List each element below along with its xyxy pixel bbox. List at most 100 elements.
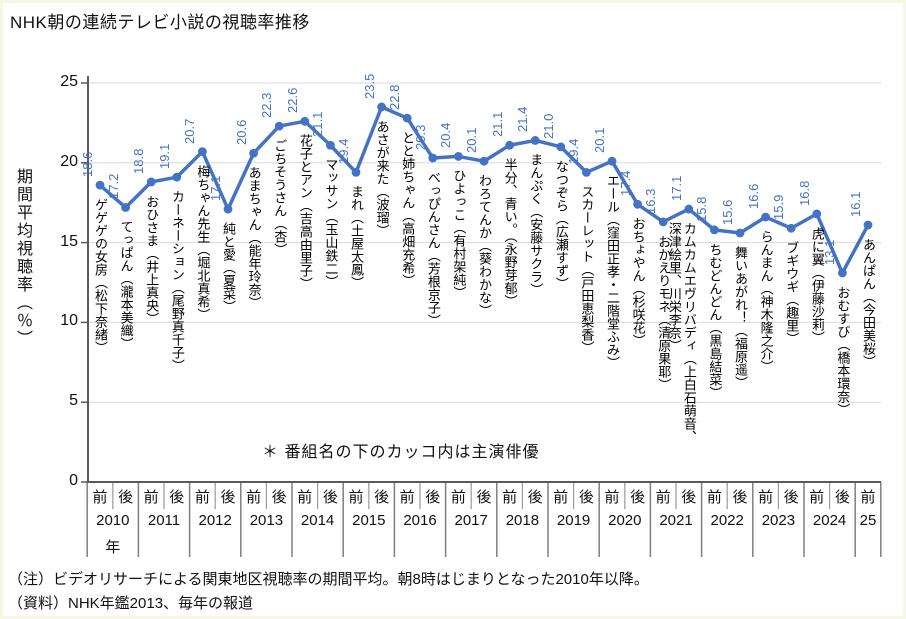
- value-label: 18.8: [131, 148, 147, 174]
- y-tick-label: 0: [69, 472, 78, 489]
- data-point-marker: [377, 102, 386, 112]
- year-label: 2015: [352, 512, 386, 529]
- show-name-label: 花子とアン（吉高由里子）: [297, 134, 313, 291]
- show-name-label: 純と愛（夏菜）: [221, 222, 236, 314]
- half-year-label: 前: [297, 489, 313, 506]
- year-label: 2024: [812, 512, 847, 529]
- show-name-label: てっぱん（瀧本美織）: [118, 220, 134, 351]
- show-name-label: あさが来た（波瑠）: [374, 119, 390, 237]
- year-label: 2014: [300, 512, 335, 529]
- value-label: 19.4: [566, 139, 582, 165]
- half-year-label: 後: [271, 489, 287, 506]
- show-name-label: ごちそうさん（杏）: [272, 139, 288, 257]
- data-point-marker: [684, 204, 694, 214]
- show-name-label: おかえりモネ（清原果耶）: [656, 234, 672, 391]
- value-label: 21.1: [310, 111, 326, 138]
- half-year-label: 前: [246, 489, 262, 506]
- y-tick-label: 15: [60, 232, 78, 250]
- y-axis-title: 期間平均視聴率（％）: [14, 168, 31, 348]
- data-point-marker: [172, 172, 182, 182]
- show-name-label: ひよっこ（有村架純）: [451, 169, 467, 300]
- half-year-label: 前: [92, 489, 108, 506]
- value-label: 16.6: [745, 183, 761, 210]
- year-label: 2017: [454, 512, 488, 529]
- half-year-label: 後: [169, 489, 185, 506]
- data-point-marker: [761, 212, 770, 222]
- data-point-marker: [710, 225, 719, 235]
- half-year-label: 後: [322, 489, 338, 506]
- show-name-label: マッサン（玉山鉄二）: [323, 158, 339, 289]
- value-label: 20.3: [412, 124, 428, 150]
- half-year-label: 後: [681, 489, 697, 506]
- half-year-label: 前: [194, 489, 210, 506]
- value-label: 15.6: [720, 199, 735, 226]
- show-name-label: べっぴんさん（芳根京子）: [425, 171, 441, 327]
- data-point-marker: [198, 147, 207, 157]
- data-point-marker: [249, 148, 258, 158]
- annotation-footnote: ＊ 番組名の下のカッコ内は主演俳優: [262, 444, 540, 461]
- half-year-label: 前: [348, 489, 364, 506]
- half-year-label: 後: [425, 489, 441, 506]
- data-point-marker: [223, 204, 233, 214]
- half-year-label: 前: [143, 489, 159, 506]
- value-label: 21.0: [540, 113, 556, 139]
- year-label: 25: [859, 512, 877, 529]
- year-label: 2021: [659, 512, 693, 529]
- show-name-label: まれ（土屋太鳳）: [349, 185, 364, 290]
- half-year-label: 前: [502, 489, 518, 506]
- half-year-label: 前: [706, 489, 722, 506]
- show-name-label: おちょやん（杉咲花）: [630, 217, 646, 348]
- show-name-label: 半分、青い。（永野芽郁）: [502, 158, 518, 308]
- y-tick-label: 25: [60, 73, 78, 90]
- year-label: 2023: [761, 512, 796, 529]
- half-year-label: 後: [834, 489, 850, 506]
- y-tick-label: 10: [60, 312, 78, 330]
- half-year-label: 前: [860, 489, 876, 506]
- data-point-marker: [428, 153, 438, 163]
- year-label: 2016: [403, 512, 437, 529]
- show-name-label: エール（窪田正孝・二階堂ふみ）: [605, 174, 620, 370]
- show-name-label: スカーレット（戸田恵梨香）: [579, 185, 595, 355]
- value-label: 20.4: [438, 123, 454, 149]
- show-name-label: まんぷく（安藤サクラ）: [528, 153, 544, 297]
- y-tick-label: 20: [60, 152, 78, 170]
- half-year-label: 前: [553, 489, 569, 506]
- half-year-label: 前: [604, 489, 620, 506]
- show-name-label: 虎に翼（伊藤沙莉）: [809, 226, 825, 344]
- data-point-marker: [300, 116, 310, 126]
- value-label: 16.3: [643, 188, 659, 214]
- data-point-marker: [351, 167, 361, 177]
- value-label: 13.1: [822, 239, 838, 265]
- value-label: 20.6: [233, 119, 249, 146]
- show-name-label: おむすび（橋本環奈）: [835, 285, 851, 416]
- source-note-1: （注）ビデオリサーチによる関東地区視聴率の期間平均。朝8時はじまりとなった201…: [8, 571, 649, 588]
- value-label: 20.1: [464, 127, 479, 154]
- half-year-label: 後: [374, 489, 390, 506]
- data-point-marker: [633, 199, 642, 209]
- data-point-marker: [479, 156, 489, 166]
- half-year-label: 前: [809, 489, 825, 506]
- show-name-label: ちむどんどん（黒島結菜）: [707, 242, 723, 399]
- data-point-marker: [505, 140, 514, 150]
- value-label: 16.8: [796, 180, 812, 206]
- half-year-label: 後: [476, 489, 492, 506]
- year-label: 2018: [505, 512, 540, 529]
- value-label: 16.1: [848, 191, 863, 218]
- year-label: 2020: [608, 512, 642, 529]
- value-label: 23.5: [361, 73, 377, 99]
- half-year-label: 後: [578, 489, 594, 506]
- half-year-label: 後: [118, 489, 134, 506]
- show-name-label: 舞いあがれ！（福原遥）: [733, 246, 748, 390]
- data-point-marker: [530, 136, 540, 145]
- value-label: 21.4: [515, 107, 531, 133]
- half-year-label: 後: [732, 489, 748, 506]
- half-year-label: 前: [758, 489, 774, 506]
- half-year-label: 前: [450, 489, 466, 506]
- year-label: 2010: [96, 512, 130, 529]
- value-label: 19.1: [156, 143, 172, 170]
- half-year-label: 前: [399, 489, 415, 506]
- value-label: 17.2: [105, 174, 121, 200]
- year-label: 2012: [198, 512, 232, 529]
- show-name-label: わろてんか（葵わかな）: [477, 174, 492, 318]
